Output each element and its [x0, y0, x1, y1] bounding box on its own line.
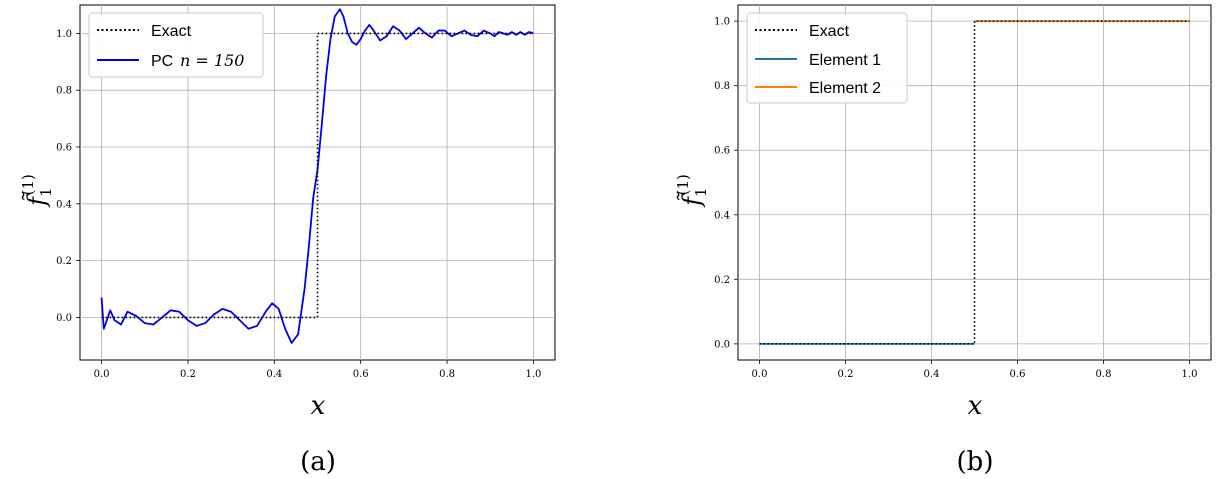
y-label-sup-a: (1): [19, 174, 37, 195]
caption-b: (b): [957, 447, 994, 477]
x-tick-label-a-3: 0.6: [353, 369, 369, 380]
legend-label-pc-a: PC: [151, 53, 173, 70]
y-tick-label-b-3: 0.6: [714, 146, 730, 157]
series-group-b: [759, 20, 1190, 345]
x-axis-label-a: x: [311, 391, 326, 421]
legend-label-exact-a: Exact: [151, 23, 192, 40]
caption-a: (a): [300, 447, 336, 477]
y-axis-label-b: f̃1(1): [674, 174, 710, 208]
y-label-sup-b: (1): [674, 174, 692, 195]
y-tick-label-a-1: 0.2: [56, 256, 72, 267]
x-tick-label-b-1: 0.2: [838, 369, 854, 380]
series-line-a-1: [100, 8, 534, 344]
legend-a: Exact PC n = 150: [88, 12, 264, 78]
y-tick-label-a-5: 1.0: [56, 29, 72, 40]
legend-label-exact-b: Exact: [809, 23, 850, 40]
legend-box-b: [746, 12, 908, 104]
ticks-a: 0.0 0.2 0.4 0.6 0.8 1.0 0.0 0.2 0.4 0.6 0.8 1.0: [56, 29, 541, 380]
svg-text:f̃1(1): f̃1(1): [19, 174, 55, 208]
series-line-b-0: [759, 20, 1190, 345]
chart-panel-a: 0.0 0.2 0.4 0.6 0.8 1.0 0.0 0.2 0.4 0.6 0.8 1.0 x f…: [19, 4, 556, 477]
y-label-sub-a: 1: [37, 187, 55, 197]
chart-panel-b: 0.0 0.2 0.4 0.6 0.8 1.0 0.0 0.2 0.4 0.6 0.8 1.0 x f…: [674, 4, 1212, 477]
y-tick-label-b-2: 0.4: [714, 210, 730, 221]
x-tick-label-a-1: 0.2: [180, 369, 196, 380]
x-axis-label-b: x: [968, 391, 983, 421]
legend-label-element1-b: Element 1: [809, 52, 881, 69]
y-tick-label-a-2: 0.4: [56, 199, 72, 210]
y-tick-label-b-1: 0.2: [714, 275, 730, 286]
x-tick-label-b-0: 0.0: [752, 369, 768, 380]
x-tick-label-b-2: 0.4: [924, 369, 940, 380]
x-tick-label-b-5: 1.0: [1182, 369, 1198, 380]
y-axis-label-a: f̃1(1): [19, 174, 55, 208]
series-group-a: [100, 8, 534, 344]
y-tick-label-b-4: 0.8: [714, 81, 730, 92]
legend-label-element2-b: Element 2: [809, 80, 881, 97]
x-tick-label-a-4: 0.8: [439, 369, 455, 380]
y-tick-label-a-4: 0.8: [56, 86, 72, 97]
x-tick-label-a-0: 0.0: [94, 369, 110, 380]
legend-b: Exact Element 1 Element 2: [746, 12, 908, 104]
legend-label-pc-math-a: n = 150: [180, 51, 244, 70]
y-label-sub-b: 1: [692, 187, 710, 197]
x-tick-label-b-3: 0.6: [1010, 369, 1026, 380]
svg-text:f̃1(1): f̃1(1): [674, 174, 710, 208]
plot-area-b: [737, 4, 1212, 361]
y-tick-label-a-3: 0.6: [56, 143, 72, 154]
y-tick-label-b-0: 0.0: [714, 339, 730, 350]
plot-area-a: [79, 4, 556, 361]
x-tick-label-b-4: 0.8: [1096, 369, 1112, 380]
x-tick-label-a-5: 1.0: [525, 369, 541, 380]
x-tick-label-a-2: 0.4: [266, 369, 282, 380]
y-tick-label-b-5: 1.0: [714, 17, 730, 28]
y-tick-label-a-0: 0.0: [56, 313, 72, 324]
ticks-b: 0.0 0.2 0.4 0.6 0.8 1.0 0.0 0.2 0.4 0.6 0.8 1.0: [714, 17, 1197, 380]
